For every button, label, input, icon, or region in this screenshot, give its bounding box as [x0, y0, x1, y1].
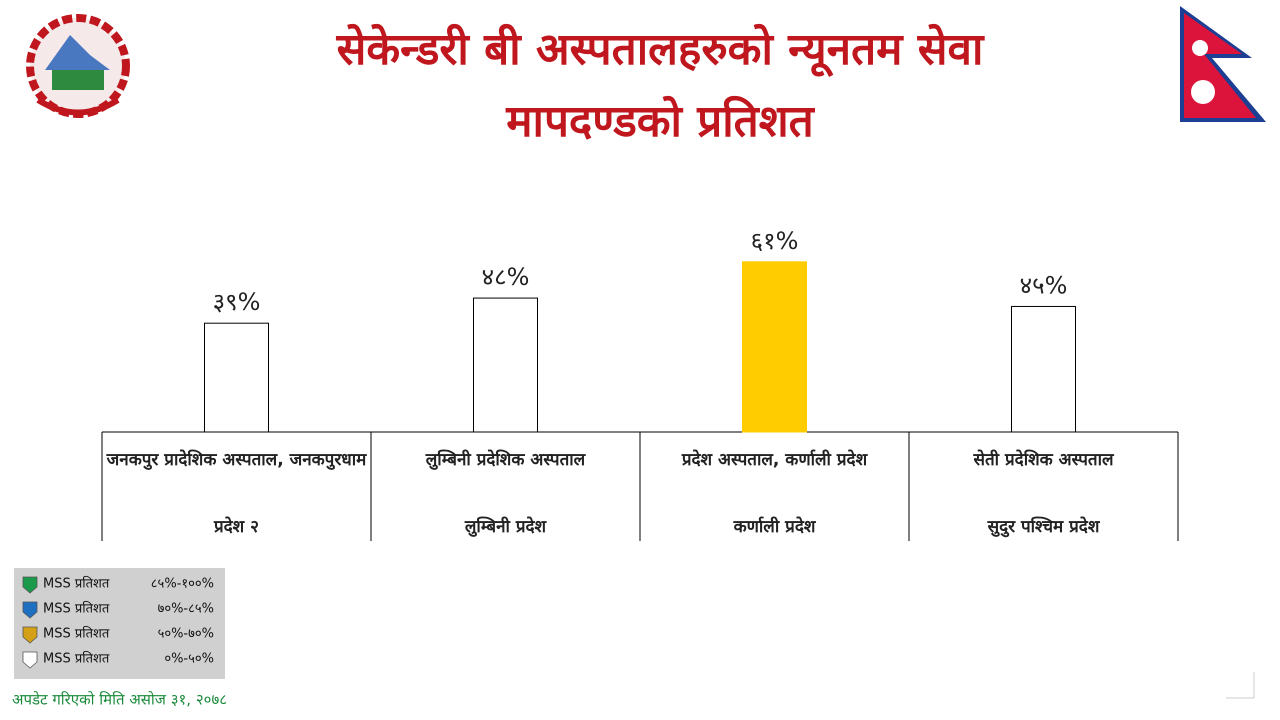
legend-range: ५०%-७०%	[158, 627, 214, 642]
legend-swatch	[22, 601, 38, 619]
group-label: प्रदेश २	[213, 517, 260, 537]
value-label: ४५%	[1020, 271, 1068, 299]
legend-label: MSS प्रतिशत	[43, 626, 110, 642]
title-line: मापदण्डको प्रतिशत	[505, 95, 815, 147]
legend-label: MSS प्रतिशत	[43, 576, 110, 592]
value-label: ४८%	[482, 263, 530, 291]
legend-label: MSS प्रतिशत	[43, 601, 110, 617]
bar	[1011, 305, 1076, 433]
bar	[473, 297, 538, 433]
legend-swatch	[22, 626, 38, 644]
legend-swatch	[22, 651, 38, 669]
group-label: कर्णाली प्रदेश	[733, 517, 816, 537]
group-label: लुम्बिनी प्रदेश	[464, 517, 547, 537]
legend-label: MSS प्रतिशत	[43, 651, 110, 667]
category-label: सेती प्रदेशिक अस्पताल	[973, 450, 1114, 470]
emblem	[26, 14, 130, 118]
corner-mark	[1226, 672, 1255, 699]
bar	[742, 261, 807, 433]
title-line: सेकेन्डरी बी अस्पतालहरुको न्यूनतम सेवा	[336, 23, 985, 78]
nepal-flag	[1180, 6, 1266, 122]
legend-swatch	[22, 576, 38, 594]
legend-range: ०%-५०%	[164, 652, 214, 667]
value-label: ६१%	[751, 227, 799, 255]
value-label: ३९%	[213, 288, 261, 316]
legend-range: ८५%-१००%	[151, 577, 214, 592]
footer-note: अपडेट गरिएको मिति असोज ३१, २०७८	[12, 691, 227, 709]
group-label: सुदुर पश्चिम प्रदेश	[987, 517, 1100, 537]
legend-range: ७०%-८५%	[158, 602, 214, 617]
legend-box	[14, 568, 225, 679]
category-label: प्रदेश अस्पताल, कर्णाली प्रदेश	[681, 450, 868, 470]
bar	[204, 322, 269, 433]
category-label: जनकपुर प्रादेशिक अस्पताल, जनकपुरधाम	[106, 450, 367, 470]
category-label: लुम्बिनी प्रदेशिक अस्पताल	[425, 450, 586, 470]
